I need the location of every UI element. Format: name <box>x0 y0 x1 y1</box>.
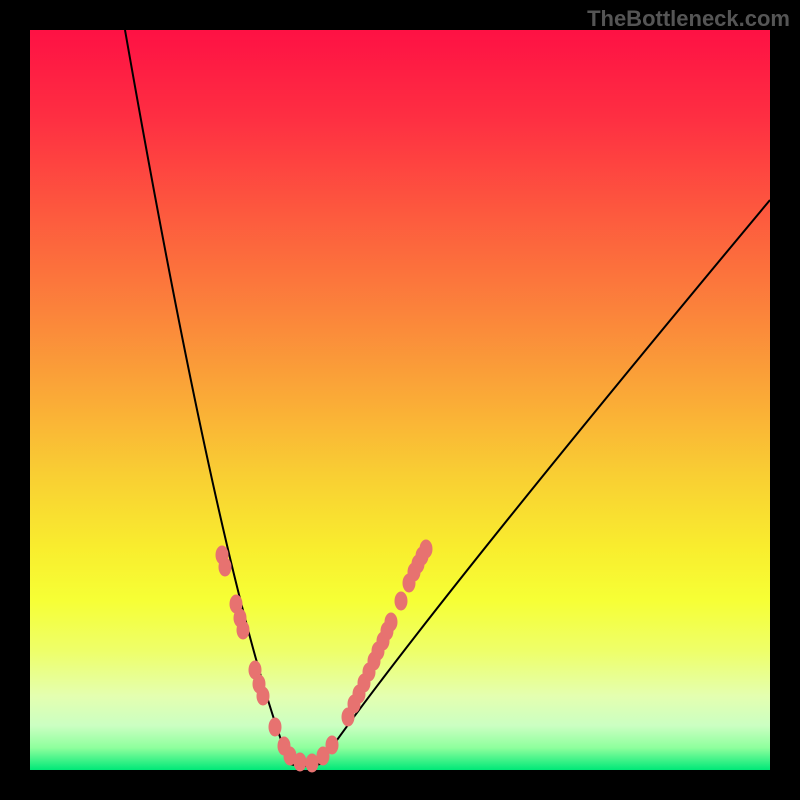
data-marker <box>294 753 306 771</box>
data-marker <box>420 540 432 558</box>
data-marker <box>269 718 281 736</box>
data-marker <box>385 613 397 631</box>
chart-overlay-svg <box>0 0 800 800</box>
data-marker <box>219 558 231 576</box>
chart-stage: TheBottleneck.com <box>0 0 800 800</box>
data-marker <box>395 592 407 610</box>
v-curve-line <box>125 30 770 766</box>
data-marker <box>326 736 338 754</box>
watermark-text: TheBottleneck.com <box>587 6 790 32</box>
data-marker <box>237 621 249 639</box>
data-marker <box>306 754 318 772</box>
data-marker <box>257 687 269 705</box>
